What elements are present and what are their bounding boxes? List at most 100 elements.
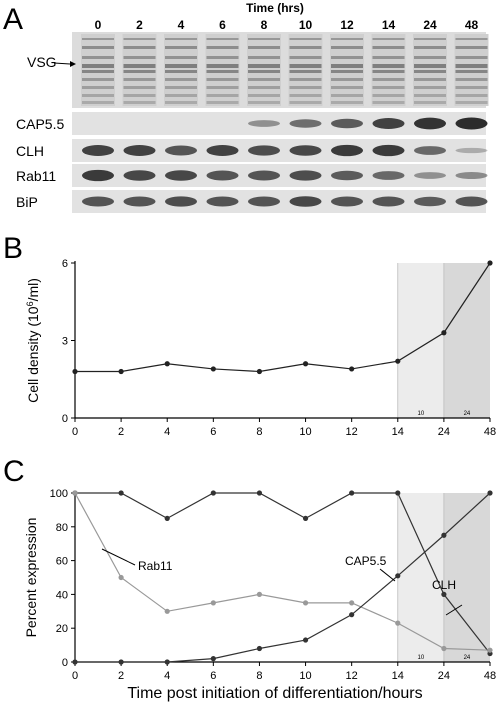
vsg-band	[331, 70, 363, 73]
clh-point	[395, 490, 401, 496]
vsg-band	[372, 38, 405, 40]
vsg-band	[206, 46, 239, 49]
vsg-band	[455, 78, 488, 81]
clh-pointer	[445, 604, 463, 616]
vsg-band	[165, 94, 197, 97]
vsg-band	[82, 56, 114, 59]
vsg-band	[82, 64, 114, 68]
vsg-band	[82, 70, 114, 73]
vsg-band	[248, 70, 280, 73]
vsg-band	[248, 56, 280, 59]
vsg-band	[123, 86, 156, 89]
vsg-lane	[454, 34, 489, 106]
blot-figure: Time (hrs) 0 2 4 6 8 10 12 14 24 48 VSG CAP5.5CLH…	[16, 1, 489, 213]
blot-band	[331, 170, 363, 181]
blot-band	[455, 196, 488, 207]
clh-annotation: CLH	[432, 578, 456, 592]
vsg-band	[248, 78, 280, 81]
rab11-line	[74, 492, 491, 651]
blot-row-label: CAP5.5	[16, 116, 64, 132]
vsg-band	[123, 94, 156, 97]
rab11-point	[302, 600, 309, 606]
cap55-point	[72, 659, 78, 665]
cell-density-line	[75, 262, 491, 373]
blot-row-label: BiP	[16, 194, 38, 210]
blot-band	[289, 145, 322, 156]
vsg-band	[248, 86, 280, 89]
vsg-band	[206, 56, 239, 59]
y-axis-title: Cell density (106/ml)	[25, 278, 41, 403]
vsg-band	[248, 46, 280, 49]
blot-row: CAP5.5	[16, 112, 488, 135]
vsg-band	[123, 56, 156, 59]
vsg-band	[455, 56, 488, 59]
panel-letter-c: C	[3, 455, 25, 488]
blot-band	[82, 196, 114, 207]
blot-band	[289, 119, 322, 128]
vsg-band	[331, 78, 363, 81]
blot-band	[455, 171, 488, 180]
cap55-point	[164, 659, 170, 665]
vsg-band	[331, 46, 363, 49]
vsg-band	[123, 78, 156, 81]
blot-band	[372, 118, 405, 129]
blot-band	[414, 196, 446, 207]
time-label: 2	[136, 18, 143, 32]
vsg-band	[414, 64, 446, 68]
time-label: 6	[219, 18, 226, 32]
blot-band	[414, 146, 446, 155]
clh-point	[349, 490, 355, 496]
shade-label: 24	[464, 411, 471, 417]
rab11-pointer	[101, 548, 136, 566]
blot-band	[206, 170, 239, 181]
vsg-band	[82, 101, 114, 104]
vsg-band	[165, 70, 197, 73]
vsg-band	[206, 78, 239, 81]
x-tick-label: 14	[392, 670, 404, 682]
x-tick-label: 10	[299, 426, 311, 438]
blot-band	[372, 144, 405, 157]
x-tick-label: 24	[438, 426, 450, 438]
vsg-band	[455, 101, 488, 104]
time-header: Time (hrs)	[246, 1, 304, 15]
rab11-point	[72, 490, 78, 496]
clh-point	[210, 490, 216, 496]
time-label: 0	[95, 18, 102, 32]
clh-point	[302, 515, 309, 521]
vsg-band	[206, 64, 239, 68]
rab11-point	[487, 647, 493, 653]
vsg-band	[455, 64, 488, 68]
blot-band	[414, 117, 446, 130]
shade-label: 10	[417, 411, 424, 417]
cap55-point	[256, 645, 263, 652]
vsg-lane	[371, 34, 406, 106]
rab11-point	[349, 600, 355, 606]
vsg-band	[82, 46, 114, 49]
blot-band	[248, 196, 280, 207]
vsg-band	[165, 101, 197, 104]
vsg-lane	[247, 34, 281, 106]
vsg-band	[206, 86, 239, 89]
vsg-band	[206, 101, 239, 104]
vsg-band	[82, 38, 114, 40]
shade-label: 10	[417, 655, 424, 661]
shade-region-1	[397, 263, 444, 418]
blot-band	[206, 196, 239, 207]
blot-band	[248, 120, 280, 127]
vsg-lane	[330, 34, 364, 106]
vsg-band	[455, 94, 488, 97]
x-tick-label: 6	[210, 426, 216, 438]
rab11-annotation: Rab11	[138, 559, 173, 573]
vsg-band	[289, 38, 322, 40]
vsg-band	[82, 86, 114, 89]
vsg-band	[331, 64, 363, 68]
x-tick-label: 8	[256, 426, 262, 438]
x-tick-label: 4	[164, 426, 170, 438]
vsg-band	[414, 56, 446, 59]
blot-band	[331, 118, 363, 129]
blot-band	[331, 196, 363, 207]
y-tick-label: 80	[56, 522, 68, 534]
blot-band	[82, 169, 114, 182]
vsg-arrow	[53, 62, 71, 65]
